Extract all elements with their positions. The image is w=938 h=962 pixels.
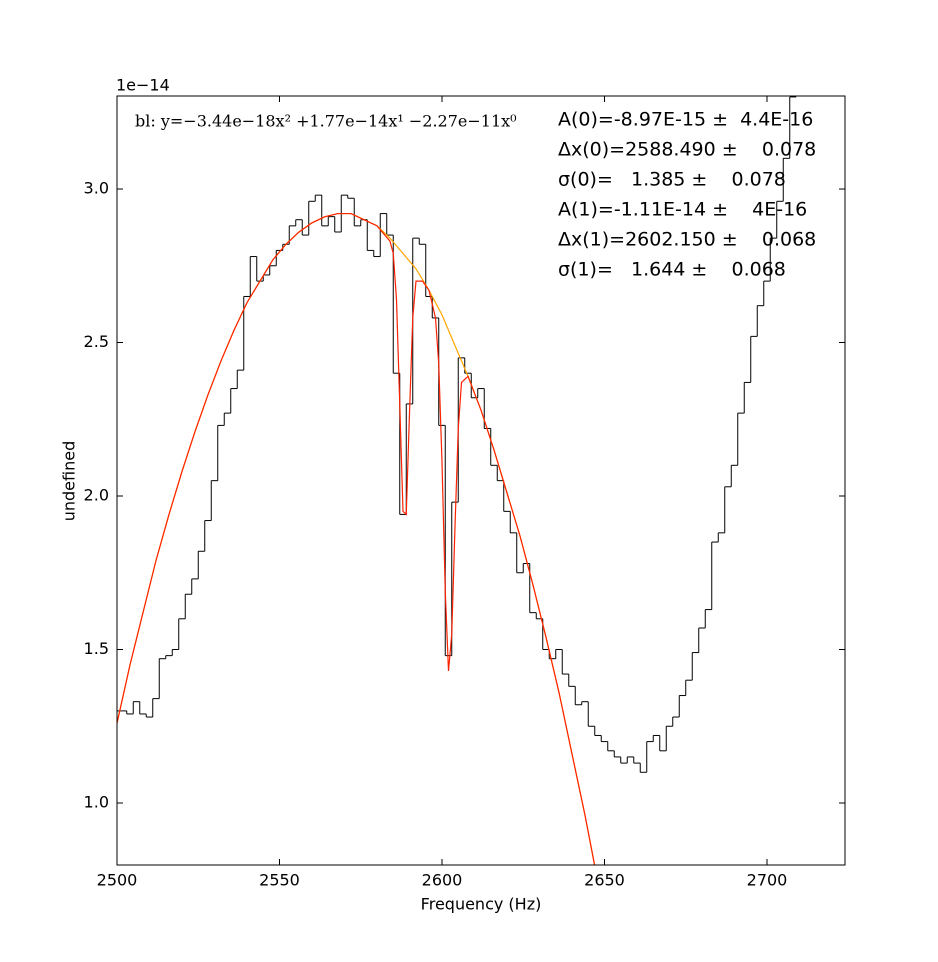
y-tick-label: 3.0 <box>84 179 109 198</box>
baseline-label: bl: y=−3.44e−18x² +1.77e−14x¹ −2.27e−11x… <box>135 112 517 131</box>
fit-parameter: σ(0)= 1.385 ± 0.078 <box>558 169 786 191</box>
fit-parameter: Δx(1)=2602.150 ± 0.068 <box>558 229 816 251</box>
fit-parameter: Δx(0)=2588.490 ± 0.078 <box>558 139 816 161</box>
fit-parameter: A(0)=-8.97E-15 ± 4.4E-16 <box>558 109 813 131</box>
x-tick-label: 2700 <box>747 871 788 890</box>
x-axis-label: Frequency (Hz) <box>421 895 542 914</box>
y-tick-label: 2.5 <box>84 332 109 351</box>
axes-frame <box>116 95 846 866</box>
fit-parameter: σ(1)= 1.644 ± 0.068 <box>558 259 786 281</box>
model-line <box>117 212 596 865</box>
y-tick-label: 1.0 <box>84 792 109 811</box>
y-tick-label: 2.0 <box>84 486 109 505</box>
plot-area <box>117 96 797 865</box>
y-tick-label: 1.5 <box>84 639 109 658</box>
fit-parameter: A(1)=-1.11E-14 ± 4E-16 <box>558 199 807 221</box>
x-tick-label: 2650 <box>584 871 625 890</box>
offset-label: 1e−14 <box>116 76 170 95</box>
y-axis-label: undefined <box>60 441 79 522</box>
x-tick-label: 2550 <box>259 871 300 890</box>
x-tick-label: 2500 <box>97 871 138 890</box>
x-tick-label: 2600 <box>422 871 463 890</box>
